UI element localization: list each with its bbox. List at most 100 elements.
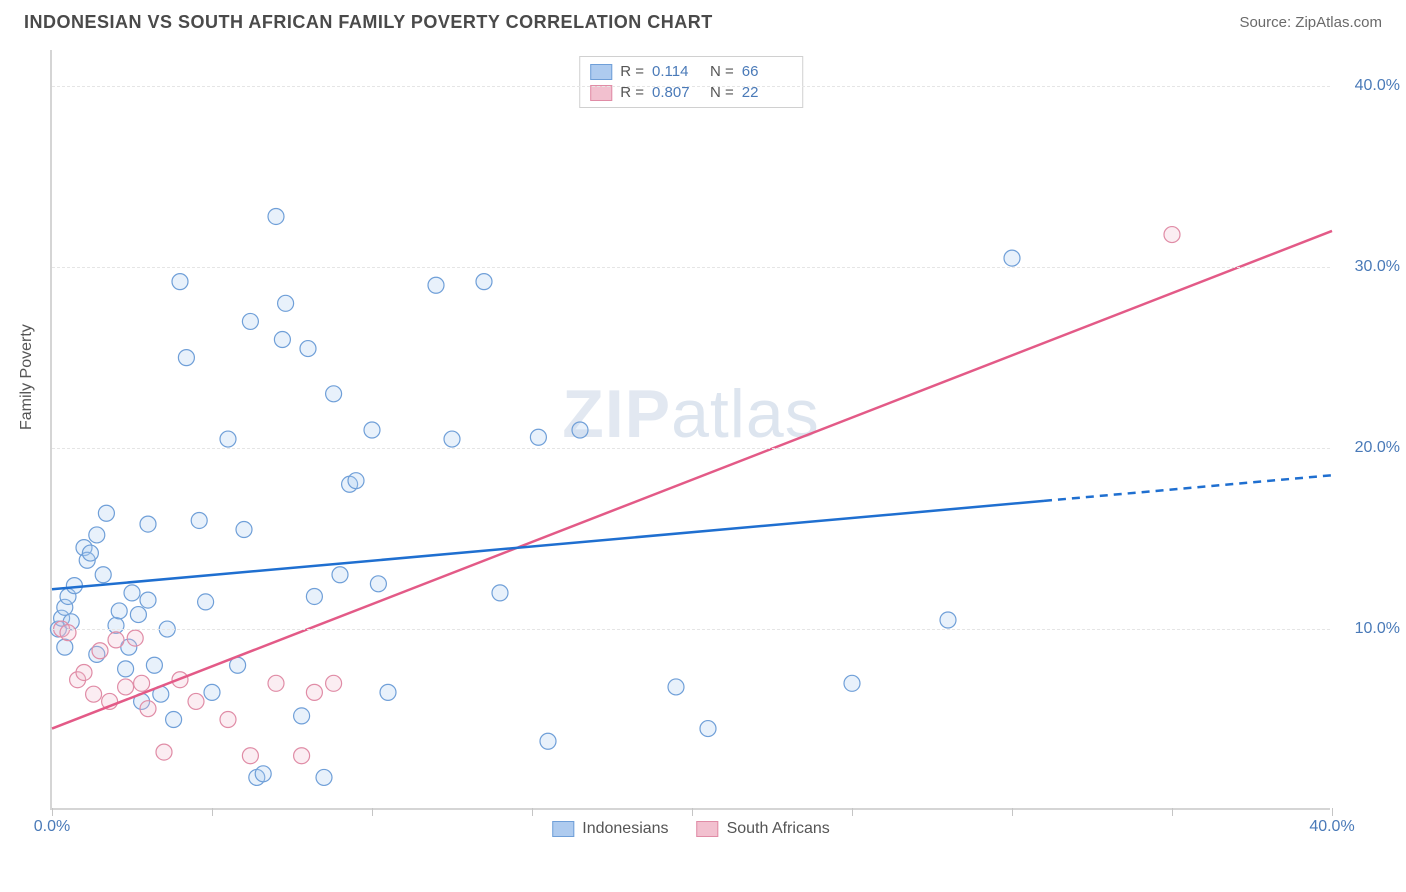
legend-row-series1: R = 0.114 N = 66: [590, 61, 792, 82]
data-point: [98, 505, 114, 521]
data-point: [492, 585, 508, 601]
data-point: [198, 594, 214, 610]
data-point: [60, 625, 76, 641]
y-axis-label: Family Poverty: [18, 324, 36, 430]
x-tick: [1012, 808, 1013, 816]
data-point: [326, 675, 342, 691]
series-legend: Indonesians South Africans: [552, 820, 829, 838]
scatter-svg: [52, 50, 1330, 808]
data-point: [191, 512, 207, 528]
data-point: [146, 657, 162, 673]
data-point: [92, 643, 108, 659]
data-point: [220, 712, 236, 728]
x-tick: [1332, 808, 1333, 816]
data-point: [130, 607, 146, 623]
gridline: [52, 86, 1330, 87]
trend-line: [52, 231, 1332, 729]
data-point: [268, 675, 284, 691]
data-point: [140, 516, 156, 532]
source-label: Source: ZipAtlas.com: [1239, 14, 1382, 31]
data-point: [306, 588, 322, 604]
data-point: [326, 386, 342, 402]
legend-item-series2: South Africans: [697, 820, 830, 838]
data-point: [370, 576, 386, 592]
data-point: [118, 679, 134, 695]
data-point: [89, 527, 105, 543]
data-point: [134, 675, 150, 691]
data-point: [572, 422, 588, 438]
y-tick-label: 20.0%: [1340, 439, 1400, 457]
data-point: [1164, 227, 1180, 243]
legend-item-series1: Indonesians: [552, 820, 668, 838]
data-point: [844, 675, 860, 691]
data-point: [178, 350, 194, 366]
legend-row-series2: R = 0.807 N = 22: [590, 82, 792, 103]
data-point: [76, 664, 92, 680]
data-point: [188, 693, 204, 709]
data-point: [118, 661, 134, 677]
data-point: [268, 208, 284, 224]
data-point: [95, 567, 111, 583]
x-tick: [372, 808, 373, 816]
data-point: [364, 422, 380, 438]
data-point: [57, 639, 73, 655]
data-point: [242, 313, 258, 329]
data-point: [255, 766, 271, 782]
data-point: [306, 684, 322, 700]
data-point: [108, 632, 124, 648]
y-tick-label: 10.0%: [1340, 620, 1400, 638]
swatch-series1-b: [552, 821, 574, 837]
data-point: [540, 733, 556, 749]
data-point: [476, 274, 492, 290]
x-tick: [692, 808, 693, 816]
n-value-series1: 66: [742, 63, 792, 80]
data-point: [156, 744, 172, 760]
data-point: [127, 630, 143, 646]
r-value-series1: 0.114: [652, 63, 702, 80]
gridline: [52, 448, 1330, 449]
gridline: [52, 629, 1330, 630]
x-tick: [212, 808, 213, 816]
data-point: [668, 679, 684, 695]
data-point: [166, 712, 182, 728]
x-tick: [852, 808, 853, 816]
data-point: [428, 277, 444, 293]
correlation-legend: R = 0.114 N = 66 R = 0.807 N = 22: [579, 56, 803, 108]
x-tick: [1172, 808, 1173, 816]
data-point: [300, 341, 316, 357]
x-tick-label: 40.0%: [1309, 818, 1354, 836]
chart-title: INDONESIAN VS SOUTH AFRICAN FAMILY POVER…: [24, 12, 713, 33]
data-point: [242, 748, 258, 764]
x-tick-label: 0.0%: [34, 818, 70, 836]
trend-line-extrapolated: [1044, 475, 1332, 501]
data-point: [82, 545, 98, 561]
data-point: [348, 473, 364, 489]
data-point: [140, 701, 156, 717]
data-point: [278, 295, 294, 311]
data-point: [380, 684, 396, 700]
data-point: [700, 721, 716, 737]
data-point: [220, 431, 236, 447]
data-point: [294, 708, 310, 724]
swatch-series2-b: [697, 821, 719, 837]
chart-plot-area: ZIPatlas R = 0.114 N = 66 R = 0.807 N = …: [50, 50, 1330, 810]
data-point: [108, 617, 124, 633]
data-point: [316, 769, 332, 785]
data-point: [124, 585, 140, 601]
swatch-series1: [590, 64, 612, 80]
data-point: [294, 748, 310, 764]
data-point: [274, 332, 290, 348]
data-point: [140, 592, 156, 608]
data-point: [111, 603, 127, 619]
data-point: [1004, 250, 1020, 266]
data-point: [444, 431, 460, 447]
data-point: [332, 567, 348, 583]
y-tick-label: 30.0%: [1340, 258, 1400, 276]
x-tick: [52, 808, 53, 816]
x-tick: [532, 808, 533, 816]
gridline: [52, 267, 1330, 268]
data-point: [86, 686, 102, 702]
y-tick-label: 40.0%: [1340, 77, 1400, 95]
data-point: [236, 522, 252, 538]
data-point: [940, 612, 956, 628]
